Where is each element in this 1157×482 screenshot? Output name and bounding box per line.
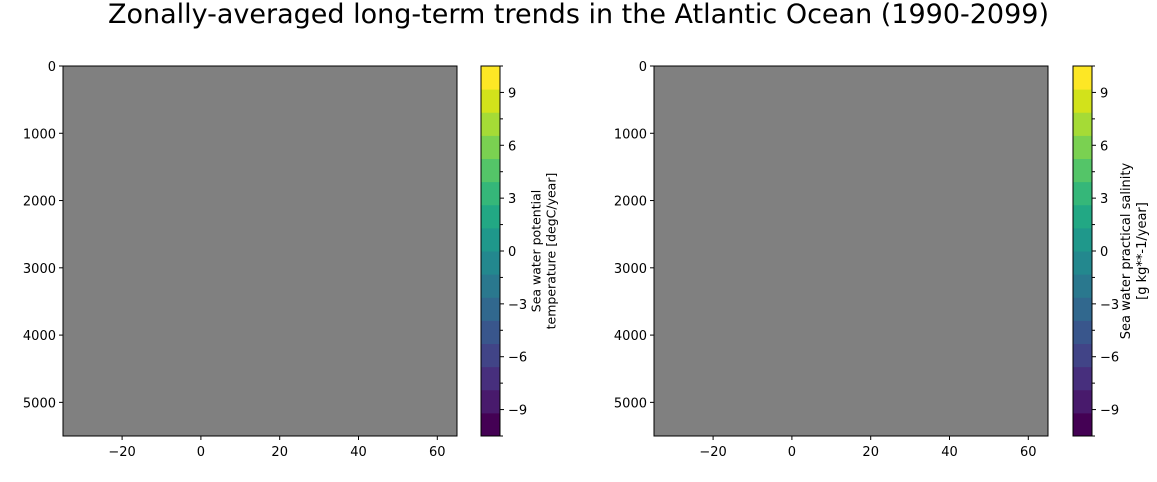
colorbar-segment xyxy=(481,66,500,90)
colorbar-tick-label: 0 xyxy=(508,245,516,260)
figure-title: Zonally-averaged long-term trends in the… xyxy=(107,0,1050,30)
x-tick-label: 0 xyxy=(197,445,205,460)
temperature-panel: −20 0 20 40 60 0 1000 2000 3000 4000 5000 −9 −6 −3 0 3 6… xyxy=(23,60,559,460)
x-tick-label: 60 xyxy=(429,445,446,460)
colorbar-label: Sea water practical salinity[g kg**-1/ye… xyxy=(1119,162,1150,339)
colorbar-tick-label: 6 xyxy=(1100,139,1108,154)
colorbar-segment xyxy=(481,204,500,229)
colorbar-tick-label: −3 xyxy=(1100,298,1119,313)
colorbar-tick-label: 3 xyxy=(1100,192,1108,207)
colorbar-segment xyxy=(481,412,500,437)
x-tick-label: 20 xyxy=(862,445,879,460)
colorbar-label-line: Sea water potential xyxy=(529,190,544,312)
colorbar-segment xyxy=(1073,158,1092,183)
x-tick-label: −20 xyxy=(108,445,135,460)
colorbar-segment xyxy=(1073,412,1092,437)
colorbar-tick-label: 3 xyxy=(508,192,516,207)
colorbar-tick-label: −3 xyxy=(508,298,527,313)
y-tick-label: 5000 xyxy=(23,396,56,411)
colorbar-tick-label: −6 xyxy=(508,351,527,366)
y-tick-label: 4000 xyxy=(23,329,56,344)
colorbar-tick-label: −9 xyxy=(1100,404,1119,419)
axes-frame xyxy=(653,65,1049,437)
y-tick-label: 3000 xyxy=(23,262,56,277)
colorbar-segment xyxy=(481,112,500,136)
y-tick-label: 5000 xyxy=(614,396,647,411)
colorbar-tick-label: 9 xyxy=(1100,86,1108,101)
colorbar-segment xyxy=(481,227,500,252)
y-tick-label: 2000 xyxy=(614,195,647,210)
colorbar-segment xyxy=(1073,89,1092,113)
colorbar-tick-label: −6 xyxy=(1100,351,1119,366)
colorbar-segment xyxy=(1073,366,1092,391)
colorbar-segment xyxy=(1073,135,1092,159)
colorbar-segment xyxy=(481,297,500,321)
y-tick-label: 1000 xyxy=(23,127,56,142)
data-field xyxy=(654,66,1048,436)
colorbar-segment xyxy=(1073,320,1092,344)
x-tick-label: −20 xyxy=(699,445,726,460)
colorbar-segment xyxy=(481,366,500,391)
colorbar-segment xyxy=(1073,274,1092,298)
colorbar-segment xyxy=(1073,112,1092,136)
y-tick-label: 1000 xyxy=(614,127,647,142)
colorbar-segment xyxy=(481,158,500,183)
x-tick-label: 20 xyxy=(271,445,288,460)
colorbar-label-line: Sea water practical salinity xyxy=(1119,162,1134,339)
salinity-panel: −20 0 20 40 60 0 1000 2000 3000 4000 5000 −9 −6 −3 0 3 6… xyxy=(614,60,1150,460)
colorbar-segment xyxy=(481,251,500,275)
y-tick-label: 0 xyxy=(48,60,56,75)
x-tick-label: 60 xyxy=(1020,445,1037,460)
colorbar-segment xyxy=(1073,66,1092,90)
colorbar-tick-label: −9 xyxy=(508,404,527,419)
x-tick-label: 40 xyxy=(350,445,367,460)
colorbar-segment xyxy=(1073,181,1092,206)
colorbar-segment xyxy=(1073,343,1092,368)
y-tick-label: 3000 xyxy=(614,262,647,277)
colorbar-segment xyxy=(481,181,500,206)
colorbar-segment xyxy=(1073,297,1092,321)
colorbar-label-line: temperature [degC/year] xyxy=(544,173,559,330)
colorbar-segment xyxy=(481,89,500,113)
colorbar-segment xyxy=(481,320,500,344)
colorbar-segment xyxy=(1073,389,1092,414)
y-tick-label: 4000 xyxy=(614,329,647,344)
colorbar-segment xyxy=(1073,227,1092,252)
y-tick-label: 2000 xyxy=(23,195,56,210)
colorbar-segment xyxy=(1073,251,1092,275)
colorbar-segment xyxy=(1073,204,1092,229)
colorbar-tick-label: 9 xyxy=(508,86,516,101)
colorbar-label: Sea water potentialtemperature [degC/yea… xyxy=(529,173,559,330)
colorbar-tick-label: 0 xyxy=(1100,245,1108,260)
x-tick-label: 40 xyxy=(941,445,958,460)
colorbar-segment xyxy=(481,135,500,159)
axes-frame xyxy=(62,65,458,437)
data-field xyxy=(63,66,457,436)
x-tick-label: 0 xyxy=(788,445,796,460)
colorbar-tick-label: 6 xyxy=(508,139,516,154)
colorbar-segment xyxy=(481,389,500,414)
colorbar-label-line: [g kg**-1/year] xyxy=(1135,202,1150,300)
colorbar-segment xyxy=(481,274,500,298)
colorbar-segment xyxy=(481,343,500,368)
y-tick-label: 0 xyxy=(639,60,647,75)
